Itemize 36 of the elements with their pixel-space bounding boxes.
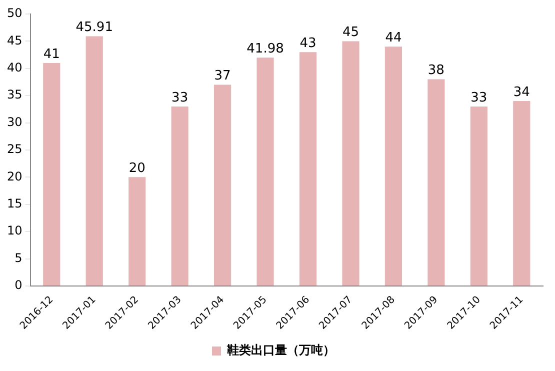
legend-label: 鞋类出口量（万吨） [226, 343, 335, 358]
y-tick-label: 40 [6, 60, 22, 75]
data-label: 20 [128, 161, 146, 176]
bar [428, 79, 445, 286]
bar [513, 101, 530, 286]
data-label: 41 [43, 46, 60, 62]
y-tick-label: 30 [6, 114, 22, 129]
data-label: 33 [470, 90, 488, 106]
data-label: 38 [428, 63, 444, 78]
y-tick-label: 20 [6, 169, 22, 184]
y-tick-label: 15 [6, 196, 22, 211]
y-tick-label: 35 [6, 88, 22, 102]
data-label: 41.98 [246, 42, 284, 56]
data-label: 43 [300, 36, 316, 51]
bar [43, 62, 60, 286]
data-label: 45 [342, 25, 359, 40]
data-label: 34 [513, 84, 530, 100]
data-label: 44 [385, 30, 402, 46]
bar [86, 36, 103, 286]
bar [470, 106, 488, 286]
y-tick-label: 5 [14, 250, 22, 265]
data-label: 33 [172, 90, 188, 106]
y-tick-label: 10 [6, 224, 22, 238]
y-tick-label: 0 [14, 278, 22, 292]
y-tick-label: 25 [6, 142, 22, 156]
bar [128, 177, 146, 286]
bar [384, 46, 402, 286]
bar [342, 41, 360, 286]
y-tick-label: 50 [6, 6, 22, 20]
data-label: 37 [214, 68, 231, 84]
bar [256, 58, 274, 286]
data-label: 45.91 [76, 20, 113, 36]
bar [171, 106, 188, 286]
y-tick-label: 45 [6, 33, 22, 48]
bar [214, 84, 232, 286]
bar [299, 52, 317, 286]
